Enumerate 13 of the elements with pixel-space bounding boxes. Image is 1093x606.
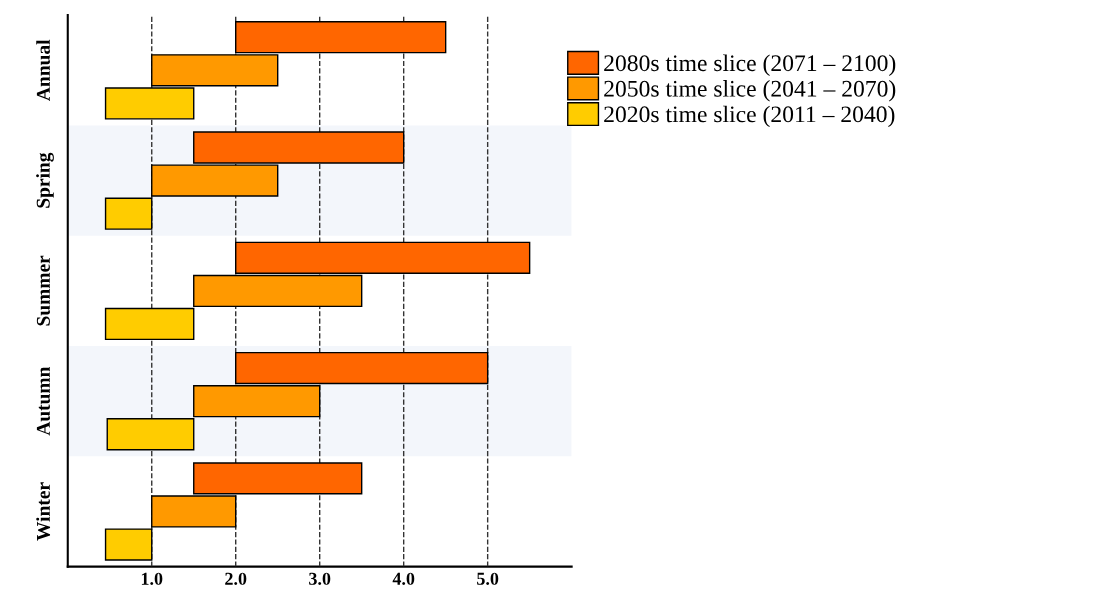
legend-label: 2080s time slice (2071 – 2100) <box>604 54 896 76</box>
x-tick-label: 1.0 <box>141 572 163 585</box>
y-tick-label: Summer <box>36 255 50 326</box>
legend-label: 2020s time slice (2011 – 2040) <box>604 105 895 128</box>
x-tick-label: 3.0 <box>309 572 331 585</box>
y-tick-label: Autumn <box>36 366 50 436</box>
y-tick-label: Winter <box>36 482 51 541</box>
y-tick-label: Annual <box>36 39 50 101</box>
x-tick-label: 2.0 <box>225 572 247 585</box>
x-tick-label: 4.0 <box>392 572 415 585</box>
legend-label: 2050s time slice (2041 – 2070) <box>604 80 896 102</box>
x-tick-label: 5.0 <box>477 572 499 585</box>
y-tick-label: Spring <box>36 152 54 208</box>
